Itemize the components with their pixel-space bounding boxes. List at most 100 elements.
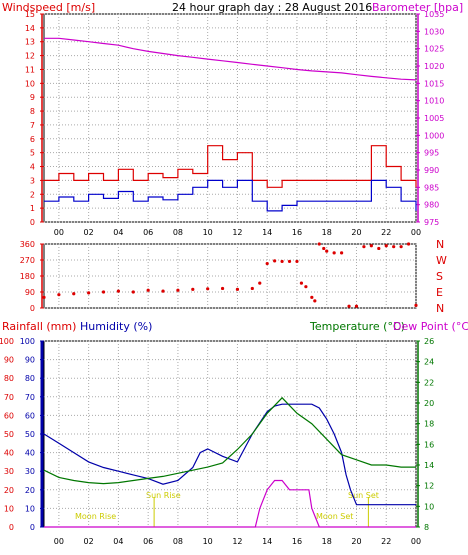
sun-set-label: Sun Set (348, 491, 379, 500)
direction-point (280, 259, 284, 264)
temp-ytick-label: 24 (424, 358, 434, 367)
wind-xtick-label: 04 (113, 228, 123, 237)
temp-ytick-label: 16 (424, 440, 434, 449)
climate-xtick-label: 22 (381, 537, 391, 546)
wind-ytick-label: 11 (25, 65, 35, 74)
direction-point (322, 246, 326, 251)
direction-point (414, 303, 418, 307)
wind-ytick-label: 14 (25, 24, 35, 33)
wind-ytick-label: 2 (30, 190, 35, 199)
direction-point (406, 242, 411, 246)
dewpoint-axis-title: Dew Point (°C) (393, 320, 468, 333)
rain-ytick-label: 70 (4, 393, 14, 402)
direction-point (250, 286, 254, 291)
direction-point (354, 304, 359, 308)
direction-point (295, 259, 299, 264)
rain-ytick-label: 0 (9, 523, 14, 532)
wind-ytick-label: 7 (30, 121, 35, 130)
humidity-ytick-label: 70 (25, 393, 35, 402)
wind-xtick-label: 16 (292, 228, 302, 237)
humidity-ytick-label: 30 (25, 467, 35, 476)
baro-ytick-label: 1015 (424, 79, 444, 88)
direction-point (313, 299, 317, 303)
baro-ytick-label: 990 (424, 166, 439, 175)
temp-ytick-label: 26 (424, 337, 434, 346)
baro-ytick-label: 1000 (424, 131, 444, 140)
temp-ytick-label: 8 (424, 523, 429, 532)
direction-point (362, 245, 366, 249)
baro-ytick-label: 1035 (424, 10, 444, 19)
direction-point (176, 288, 180, 292)
temp-ytick-label: 14 (424, 461, 434, 470)
direction-point (273, 259, 277, 263)
direction-point (42, 295, 46, 299)
dir-ytick-label: 90 (25, 288, 35, 297)
climate-xtick-label: 00 (54, 537, 64, 546)
direction-point (116, 289, 120, 293)
direction-point (384, 244, 388, 248)
direction-point (101, 290, 106, 294)
baro-ytick-label: 985 (424, 183, 439, 192)
temperature-series (43, 396, 416, 485)
rain-ytick-label: 60 (4, 411, 14, 420)
temp-ytick-label: 18 (424, 420, 434, 429)
climate-xtick-label: 10 (203, 537, 213, 546)
dir-ytick-label: 360 (20, 240, 35, 249)
temp-ytick-label: 10 (424, 502, 434, 511)
humidity-ytick-label: 100 (20, 337, 35, 346)
direction-point (317, 242, 321, 246)
windavg-series (44, 179, 417, 212)
wind-ytick-label: 5 (30, 149, 35, 158)
baro-ytick-label: 995 (424, 149, 439, 158)
direction-point (399, 245, 403, 249)
humidity-ytick-label: 40 (25, 449, 35, 458)
wind-xtick-label: 10 (203, 228, 213, 237)
wind-ytick-label: 15 (25, 10, 35, 19)
dir-compass-label: S (436, 270, 443, 283)
direction-point (325, 249, 329, 253)
direction-point (191, 287, 195, 291)
climate-xtick-label: 00 (411, 537, 421, 546)
wind-xtick-label: 12 (232, 228, 242, 237)
direction-point (235, 287, 240, 291)
humidity-ytick-label: 90 (25, 356, 35, 365)
baro-ytick-label: 1005 (424, 114, 444, 123)
climate-xtick-label: 16 (292, 537, 302, 546)
moon-rise-label: Moon Rise (75, 512, 116, 521)
temp-ytick-label: 22 (424, 378, 434, 387)
moon-set-label: Moon Set (316, 512, 353, 521)
wind-xtick-label: 08 (173, 228, 183, 237)
rain-ytick-label: 90 (4, 356, 14, 365)
dir-compass-label: N (436, 238, 444, 251)
climate-xtick-label: 08 (173, 537, 183, 546)
baro-ytick-label: 1020 (424, 62, 444, 71)
rain-ytick-label: 100 (0, 337, 14, 346)
dir-ytick-label: 270 (20, 256, 35, 265)
direction-point (161, 289, 165, 293)
climate-xtick-label: 12 (232, 537, 242, 546)
rainfall-axis-title: Rainfall (mm) (2, 320, 76, 333)
direction-point (206, 287, 210, 291)
dir-compass-label: N (436, 302, 444, 315)
wind-ytick-label: 9 (30, 93, 35, 102)
rain-ytick-label: 40 (4, 449, 14, 458)
gust-series (44, 145, 417, 188)
wind-xtick-label: 00 (54, 228, 64, 237)
barometer-series (44, 37, 417, 81)
direction-point (310, 295, 314, 299)
direction-point (131, 290, 135, 294)
climate-xtick-label: 02 (84, 537, 94, 546)
direction-point (304, 285, 308, 289)
climate-xtick-label: 14 (262, 537, 272, 546)
baro-ytick-label: 980 (424, 201, 439, 210)
humidity-ytick-label: 10 (25, 504, 35, 513)
dir-compass-label: W (436, 254, 447, 267)
climate-xtick-label: 06 (143, 537, 153, 546)
wind-xtick-label: 22 (381, 228, 391, 237)
wind-xtick-label: 02 (84, 228, 94, 237)
direction-point (87, 291, 91, 295)
wind-ytick-label: 0 (30, 218, 35, 227)
direction-point (299, 281, 304, 285)
direction-point (220, 286, 225, 291)
